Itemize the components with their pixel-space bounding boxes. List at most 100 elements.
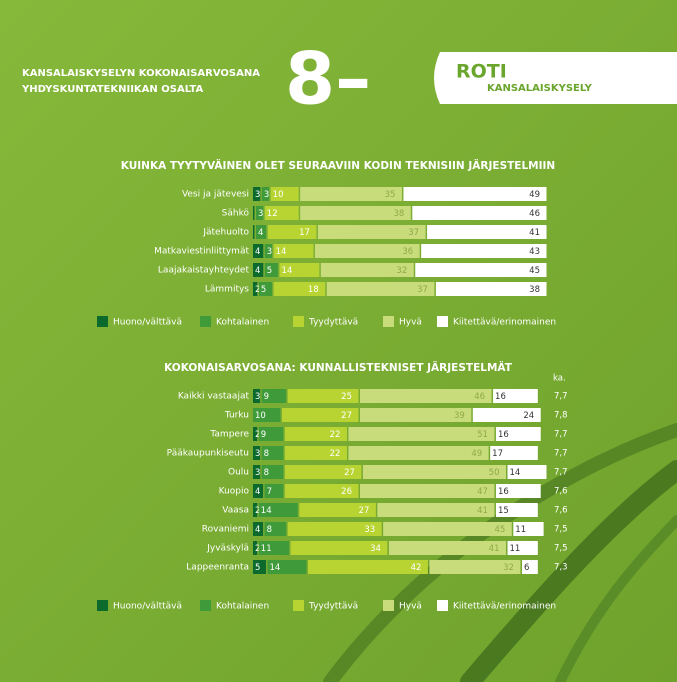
average-label: 7,6 bbox=[554, 487, 568, 497]
bar-segment bbox=[521, 560, 538, 574]
bar-segment bbox=[495, 484, 541, 498]
value-label: 33 bbox=[364, 525, 375, 535]
bar-segment bbox=[314, 244, 420, 258]
category-label: Sähkö bbox=[222, 209, 250, 219]
bar-segment bbox=[495, 427, 541, 441]
value-label: 3 bbox=[258, 209, 263, 219]
legend-label: Kohtalainen bbox=[216, 602, 269, 612]
category-label: Vaasa bbox=[222, 506, 249, 516]
value-label: 14 bbox=[276, 247, 287, 257]
value-label: 11 bbox=[515, 525, 526, 535]
logo-subtitle: KANSALAISKYSELY bbox=[487, 83, 593, 94]
value-label: 14 bbox=[282, 266, 293, 276]
legend-label: Hyvä bbox=[399, 602, 422, 612]
value-label: 14 bbox=[269, 563, 280, 573]
bar-segment bbox=[255, 225, 267, 239]
bar-segment bbox=[300, 187, 402, 201]
bar-segment bbox=[490, 446, 538, 460]
category-label: Tampere bbox=[209, 430, 249, 440]
header-title: YHDYSKUNTATEKNIIKAN OSALTA bbox=[21, 84, 203, 95]
bar-segment bbox=[495, 503, 538, 517]
bar-segment bbox=[307, 560, 428, 574]
legend-label: Tyydyttävä bbox=[308, 318, 358, 328]
value-label: 2 bbox=[255, 544, 260, 554]
value-label: 5 bbox=[255, 563, 260, 573]
logo: ROTI bbox=[456, 61, 507, 83]
value-label: 4 bbox=[255, 487, 260, 497]
value-label: 4 bbox=[255, 247, 260, 257]
bar-segment bbox=[507, 465, 547, 479]
bar-segment bbox=[253, 389, 261, 403]
category-label: Kuopio bbox=[219, 487, 250, 497]
bar-segment bbox=[261, 389, 287, 403]
bar-segment bbox=[264, 263, 279, 277]
bar-segment bbox=[290, 541, 388, 555]
value-label: 17 bbox=[299, 228, 310, 238]
value-label: 41 bbox=[529, 228, 540, 238]
bar-segment bbox=[253, 187, 261, 201]
value-label: 15 bbox=[498, 506, 509, 516]
value-label: 51 bbox=[477, 430, 488, 440]
legend-swatch bbox=[97, 316, 108, 327]
value-label: 32 bbox=[503, 563, 514, 573]
legend-swatch bbox=[383, 600, 394, 611]
value-label: 2 bbox=[255, 430, 260, 440]
value-label: 36 bbox=[402, 247, 413, 257]
category-label: Kaikki vastaajat bbox=[178, 392, 250, 402]
value-label: 50 bbox=[489, 468, 500, 478]
value-label: 43 bbox=[529, 247, 540, 257]
bar-segment bbox=[253, 244, 264, 258]
bar-segment bbox=[403, 187, 547, 201]
value-label: 12 bbox=[267, 209, 278, 219]
bar-segment bbox=[287, 389, 359, 403]
average-label: 7,7 bbox=[554, 449, 568, 459]
value-label: 24 bbox=[523, 411, 534, 421]
bar-segment bbox=[284, 446, 347, 460]
value-label: 3 bbox=[255, 392, 260, 402]
category-label: Oulu bbox=[228, 468, 249, 478]
category-label: Turku bbox=[224, 411, 249, 421]
value-label: 5 bbox=[261, 285, 266, 295]
value-label: 37 bbox=[408, 228, 419, 238]
bar-segment bbox=[281, 408, 359, 422]
legend-label: Tyydyttävä bbox=[308, 602, 358, 612]
bar-segment bbox=[360, 484, 495, 498]
value-label: 46 bbox=[474, 392, 485, 402]
bar-segment bbox=[507, 541, 538, 555]
averages-header: ka. bbox=[553, 374, 566, 384]
value-label: 41 bbox=[489, 544, 500, 554]
legend-label: Hyvä bbox=[399, 318, 422, 328]
bar-segment bbox=[284, 465, 362, 479]
value-label: 22 bbox=[330, 449, 341, 459]
bar-segment bbox=[253, 484, 264, 498]
value-label: 18 bbox=[308, 285, 319, 295]
bar-segment bbox=[258, 427, 284, 441]
bar-segment bbox=[421, 244, 547, 258]
bar-segment bbox=[360, 389, 492, 403]
value-label: 17 bbox=[492, 449, 503, 459]
bar-segment bbox=[258, 282, 273, 296]
value-label: 25 bbox=[341, 392, 352, 402]
bar-segment bbox=[253, 408, 281, 422]
category-label: Jätehuolto bbox=[202, 228, 249, 238]
bar-segment bbox=[435, 282, 547, 296]
bar-segment bbox=[377, 503, 495, 517]
category-label: Lämmitys bbox=[205, 285, 249, 295]
value-label: 5 bbox=[267, 266, 272, 276]
value-label: 3 bbox=[255, 190, 260, 200]
bar-segment bbox=[284, 484, 359, 498]
bar-segment bbox=[258, 541, 290, 555]
bar-segment bbox=[317, 225, 426, 239]
bar-segment bbox=[258, 503, 298, 517]
value-label: 42 bbox=[411, 563, 422, 573]
chart-title: KOKONAISARVOSANA: KUNNALLISTEKNISET JÄRJ… bbox=[164, 360, 513, 374]
value-label: 8 bbox=[267, 525, 272, 535]
grade: 8– bbox=[285, 37, 371, 121]
header-title: KANSALAISKYSELYN KOKONAISARVOSANA bbox=[22, 68, 260, 79]
value-label: 38 bbox=[393, 209, 404, 219]
average-label: 7,3 bbox=[554, 563, 568, 573]
legend-swatch bbox=[293, 600, 304, 611]
bar-segment bbox=[388, 541, 507, 555]
bar-segment bbox=[412, 206, 547, 220]
value-label: 11 bbox=[261, 544, 272, 554]
